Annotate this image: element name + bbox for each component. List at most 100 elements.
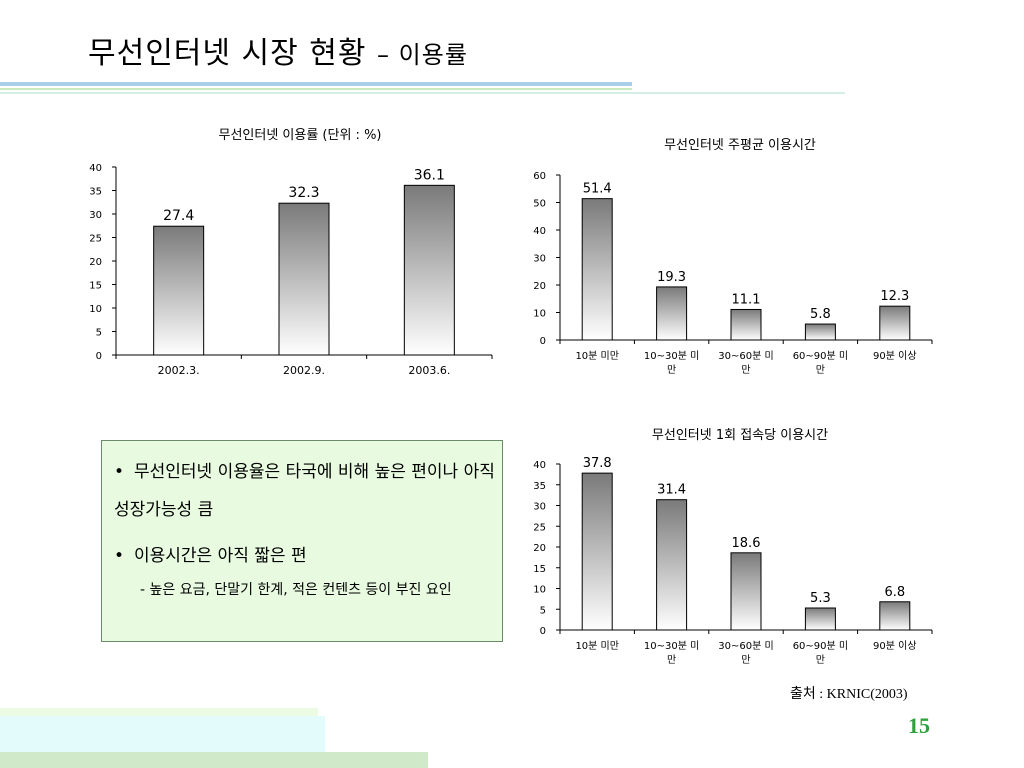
bullet-2-text: 이용시간은 아직 짧은 편 <box>134 546 307 566</box>
y-tick-label: 20 <box>89 257 102 268</box>
category-label: 10분 미만 <box>575 640 619 652</box>
bar-value-label: 19.3 <box>657 270 686 285</box>
y-tick-label: 15 <box>533 564 546 575</box>
bar <box>730 552 762 631</box>
bar <box>879 601 911 631</box>
y-tick-label: 0 <box>540 626 546 637</box>
y-tick-label: 25 <box>533 522 546 533</box>
title-main: 무선인터넷 시장 현황 <box>88 36 367 71</box>
bar <box>730 308 762 341</box>
bar-value-label: 27.4 <box>163 208 194 224</box>
bar <box>656 286 688 341</box>
category-label-line: 만 <box>741 364 750 376</box>
category-label-line: 만 <box>667 654 676 666</box>
y-tick-label: 60 <box>533 171 546 182</box>
category-label: 2003.6. <box>408 364 450 377</box>
bar <box>581 472 613 631</box>
chart-usage-rate: 0 5 10 15 20 25 30 35 40 27.4 2002.3. 32.3 2002.9. 36… <box>89 163 493 377</box>
y-tick-label: 10 <box>89 304 102 315</box>
chart-2-title: 무선인터넷 주평균 이용시간 <box>664 138 816 153</box>
y-tick-label: 50 <box>533 199 546 210</box>
category-label: 90분 이상 <box>873 350 917 362</box>
bar <box>804 323 836 341</box>
bullet-dot: • <box>114 546 125 566</box>
bar-value-label: 12.3 <box>880 289 909 304</box>
category-label-line: 만 <box>816 654 825 666</box>
category-label-line: 10~30분 미 <box>644 350 699 362</box>
bar-value-label: 32.3 <box>288 185 319 201</box>
y-tick-label: 40 <box>533 460 546 471</box>
category-label: 10분 미만 <box>575 350 619 362</box>
title-underline-extension <box>0 92 845 94</box>
bullet-1: • 무선인터넷 이용율은 타국에 비해 높은 편이나 아직 성장가능성 큼 <box>114 453 504 529</box>
y-tick-label: 30 <box>533 254 546 265</box>
bar-value-label: 37.8 <box>583 456 612 471</box>
title-underline-green <box>0 88 632 90</box>
footer-deco-3 <box>0 752 428 768</box>
bar-value-label: 5.8 <box>810 307 831 322</box>
y-tick-label: 40 <box>89 163 102 174</box>
y-tick-label: 10 <box>533 585 546 596</box>
category-label-line: 만 <box>816 364 825 376</box>
title-sub: – 이용률 <box>377 41 468 69</box>
category-label-line: 30~60분 미 <box>718 640 773 652</box>
bar <box>153 225 205 356</box>
chart-3-title: 무선인터넷 1회 접속당 이용시간 <box>651 428 829 443</box>
category-label: 2002.3. <box>158 364 200 377</box>
page-title: 무선인터넷 시장 현황 – 이용률 <box>88 28 468 72</box>
y-tick-label: 30 <box>89 210 102 221</box>
category-label: 90분 이상 <box>873 640 917 652</box>
bar-value-label: 5.3 <box>810 591 831 606</box>
bar <box>804 607 836 631</box>
page-number: 15 <box>908 713 930 738</box>
bar-value-label: 6.8 <box>884 585 905 600</box>
y-tick-label: 20 <box>533 543 546 554</box>
chart-weekly-usage-time: 0 10 20 30 40 50 60 51.4 10분 미만 19.3 10~30분 미 만 11.1… <box>533 171 933 376</box>
y-tick-label: 0 <box>96 351 102 362</box>
bar <box>879 305 911 341</box>
y-tick-label: 25 <box>89 234 102 245</box>
y-tick-label: 0 <box>540 336 546 347</box>
chart-1-title: 무선인터넷 이용률 (단위 : %) <box>218 128 382 143</box>
y-tick-label: 10 <box>533 309 546 320</box>
y-tick-label: 35 <box>89 187 102 198</box>
y-tick-label: 35 <box>533 481 546 492</box>
category-label-line: 60~90분 미 <box>793 640 848 652</box>
y-tick-label: 20 <box>533 281 546 292</box>
category-label-line: 60~90분 미 <box>793 350 848 362</box>
title-underline-blue <box>0 82 632 86</box>
bar-value-label: 36.1 <box>414 167 445 183</box>
bar <box>581 198 613 341</box>
bar <box>403 184 455 356</box>
category-label-line: 만 <box>667 364 676 376</box>
notes-box: • 무선인터넷 이용율은 타국에 비해 높은 편이나 아직 성장가능성 큼 • 이용… <box>101 440 503 642</box>
y-tick-label: 30 <box>533 502 546 513</box>
source-citation: 출처 : KRNIC(2003) <box>790 687 908 702</box>
category-label-line: 30~60분 미 <box>718 350 773 362</box>
bullet-dot: • <box>114 462 125 482</box>
bullet-1-text: 무선인터넷 이용율은 타국에 비해 높은 편이나 아직 성장가능성 큼 <box>114 462 495 520</box>
bar-value-label: 11.1 <box>732 292 761 307</box>
bar-value-label: 31.4 <box>657 483 686 498</box>
category-label: 2002.9. <box>283 364 325 377</box>
bar <box>656 499 688 631</box>
y-tick-label: 5 <box>540 605 546 616</box>
category-label-line: 만 <box>741 654 750 666</box>
bar-value-label: 18.6 <box>732 536 761 551</box>
bar <box>278 202 330 356</box>
sub-note: - 높은 요금, 단말기 한계, 적은 컨텐츠 등이 부진 요인 <box>140 582 452 598</box>
bullet-2: • 이용시간은 아직 짧은 편 <box>114 537 504 575</box>
y-tick-label: 15 <box>89 281 102 292</box>
footer-deco-2 <box>0 716 325 752</box>
category-label-line: 10~30분 미 <box>644 640 699 652</box>
y-tick-label: 5 <box>96 328 102 339</box>
bar-value-label: 51.4 <box>583 182 612 197</box>
